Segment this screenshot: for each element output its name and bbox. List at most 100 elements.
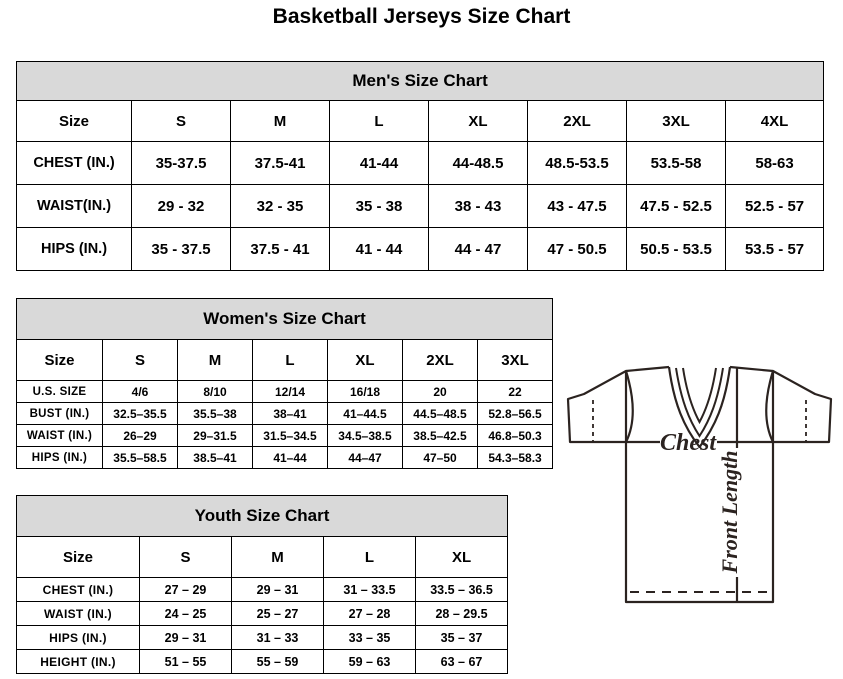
youth-banner-row: Youth Size Chart [15, 495, 509, 537]
mens-banner-row: Men's Size Chart [15, 61, 825, 101]
womens-hips-m: 38.5–41 [177, 446, 253, 469]
womens-hips-xl: 44–47 [327, 446, 403, 469]
mens-waist-l: 35 - 38 [329, 184, 429, 228]
youth-size-chart-table: Youth Size Chart Size S M L XL CHEST (IN… [15, 495, 509, 674]
mens-chest-4xl: 58-63 [724, 141, 825, 185]
womens-us-size-s: 4/6 [102, 380, 178, 403]
womens-col-size: Size [16, 339, 103, 381]
youth-col-size: Size [16, 536, 140, 578]
mens-row-label-waist: WAIST(IN.) [16, 184, 132, 228]
mens-waist-xl: 38 - 43 [428, 184, 528, 228]
mens-size-chart-table: Men's Size Chart Size S M L XL 2XL 3XL 4… [15, 61, 825, 271]
jersey-vneck-middle [675, 367, 724, 438]
womens-banner-row: Women's Size Chart [15, 298, 554, 340]
youth-chest-m: 29 – 31 [231, 577, 324, 602]
youth-banner-label: Youth Size Chart [15, 495, 509, 537]
youth-hips-xl: 35 – 37 [414, 625, 509, 650]
womens-waist-s: 26–29 [102, 424, 178, 447]
mens-waist-4xl: 52.5 - 57 [724, 184, 825, 228]
womens-col-3xl: 3XL [476, 339, 554, 381]
mens-banner-label: Men's Size Chart [15, 61, 825, 101]
womens-us-size-3xl: 22 [476, 380, 554, 403]
jersey-illustration-svg: Chest Front Length [566, 365, 833, 604]
table-row: WAIST (IN.) 24 – 25 25 – 27 27 – 28 28 –… [16, 601, 509, 626]
jersey-right-sleeve [771, 369, 833, 444]
jersey-right-shoulder [729, 365, 774, 373]
table-row: BUST (IN.) 32.5–35.5 35.5–38 38–41 41–44… [16, 402, 554, 425]
mens-col-size: Size [16, 100, 132, 142]
youth-height-l: 59 – 63 [323, 649, 416, 674]
page-title: Basketball Jerseys Size Chart [272, 5, 571, 28]
jersey-measurement-diagram: Chest Front Length [556, 352, 843, 642]
youth-header-row: Size S M L XL [16, 536, 509, 578]
womens-col-2xl: 2XL [402, 339, 478, 381]
table-row: HIPS (IN.) 35.5–58.5 38.5–41 41–44 44–47… [16, 446, 554, 469]
mens-col-4xl: 4XL [724, 100, 825, 142]
womens-header-row: Size S M L XL 2XL 3XL [16, 339, 554, 381]
jersey-left-armhole [624, 370, 634, 443]
youth-col-l: L [323, 536, 416, 578]
table-row: U.S. SIZE 4/6 8/10 12/14 16/18 20 22 [16, 380, 554, 403]
womens-hips-3xl: 54.3–58.3 [476, 446, 554, 469]
womens-row-label-waist: WAIST (IN.) [16, 424, 103, 447]
mens-waist-s: 29 - 32 [131, 184, 231, 228]
table-row: CHEST (IN.) 35-37.5 37.5-41 41-44 44-48.… [16, 141, 825, 185]
womens-size-chart-table: Women's Size Chart Size S M L XL 2XL 3XL… [15, 298, 554, 469]
youth-col-m: M [231, 536, 324, 578]
mens-hips-s: 35 - 37.5 [131, 227, 231, 271]
mens-header-row: Size S M L XL 2XL 3XL 4XL [16, 100, 825, 142]
mens-chest-xl: 44-48.5 [428, 141, 528, 185]
womens-waist-m: 29–31.5 [177, 424, 253, 447]
womens-col-s: S [102, 339, 178, 381]
youth-row-label-height: HEIGHT (IN.) [16, 649, 140, 674]
womens-bust-s: 32.5–35.5 [102, 402, 178, 425]
mens-row-label-chest: CHEST (IN.) [16, 141, 132, 185]
jersey-right-armhole [765, 370, 775, 443]
womens-us-size-l: 12/14 [252, 380, 328, 403]
youth-height-s: 51 – 55 [139, 649, 232, 674]
mens-col-m: M [230, 100, 330, 142]
womens-waist-2xl: 38.5–42.5 [402, 424, 478, 447]
youth-hips-m: 31 – 33 [231, 625, 324, 650]
mens-hips-m: 37.5 - 41 [230, 227, 330, 271]
womens-waist-3xl: 46.8–50.3 [476, 424, 554, 447]
womens-hips-l: 41–44 [252, 446, 328, 469]
womens-row-label-us-size: U.S. SIZE [16, 380, 103, 403]
youth-chest-s: 27 – 29 [139, 577, 232, 602]
mens-chest-m: 37.5-41 [230, 141, 330, 185]
womens-row-label-hips: HIPS (IN.) [16, 446, 103, 469]
youth-hips-l: 33 – 35 [323, 625, 416, 650]
mens-col-3xl: 3XL [626, 100, 726, 142]
womens-waist-xl: 34.5–38.5 [327, 424, 403, 447]
youth-col-s: S [139, 536, 232, 578]
womens-hips-2xl: 47–50 [402, 446, 478, 469]
mens-hips-l: 41 - 44 [329, 227, 429, 271]
table-row: WAIST (IN.) 26–29 29–31.5 31.5–34.5 34.5… [16, 424, 554, 447]
jersey-left-shoulder [625, 365, 670, 373]
womens-bust-l: 38–41 [252, 402, 328, 425]
mens-hips-4xl: 53.5 - 57 [724, 227, 825, 271]
mens-waist-3xl: 47.5 - 52.5 [626, 184, 726, 228]
womens-col-l: L [252, 339, 328, 381]
mens-chest-2xl: 48.5-53.5 [527, 141, 627, 185]
youth-waist-m: 25 – 27 [231, 601, 324, 626]
youth-height-m: 55 – 59 [231, 649, 324, 674]
front-length-measurement-label: Front Length [717, 451, 742, 575]
womens-banner-label: Women's Size Chart [15, 298, 554, 340]
youth-waist-xl: 28 – 29.5 [414, 601, 509, 626]
mens-col-2xl: 2XL [527, 100, 627, 142]
youth-height-xl: 63 – 67 [414, 649, 509, 674]
youth-chest-xl: 33.5 – 36.5 [414, 577, 509, 602]
youth-row-label-waist: WAIST (IN.) [16, 601, 140, 626]
table-row: HIPS (IN.) 29 – 31 31 – 33 33 – 35 35 – … [16, 625, 509, 650]
womens-waist-l: 31.5–34.5 [252, 424, 328, 447]
mens-row-label-hips: HIPS (IN.) [16, 227, 132, 271]
youth-row-label-chest: CHEST (IN.) [16, 577, 140, 602]
mens-chest-3xl: 53.5-58 [626, 141, 726, 185]
jersey-body-outline [624, 442, 775, 604]
womens-col-xl: XL [327, 339, 403, 381]
womens-bust-2xl: 44.5–48.5 [402, 402, 478, 425]
table-row: CHEST (IN.) 27 – 29 29 – 31 31 – 33.5 33… [16, 577, 509, 602]
youth-waist-s: 24 – 25 [139, 601, 232, 626]
mens-waist-2xl: 43 - 47.5 [527, 184, 627, 228]
